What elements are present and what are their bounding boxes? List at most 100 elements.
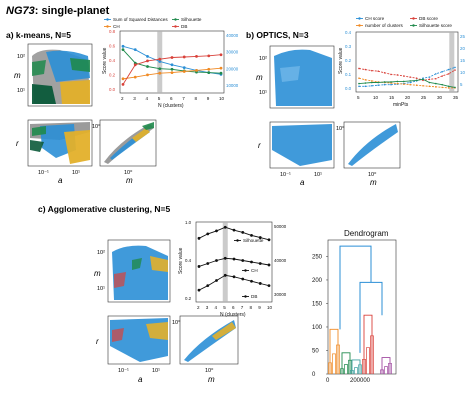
legend-label: Sum of Squared Distances bbox=[113, 17, 168, 22]
data-point bbox=[364, 79, 367, 81]
y-tick-label-right: 40000 bbox=[226, 33, 239, 38]
series-line bbox=[358, 77, 455, 89]
x-tick-label: 0 bbox=[326, 378, 330, 384]
panel-c-xtick-a1: 10⁻¹ bbox=[118, 368, 129, 374]
highlight-band bbox=[449, 32, 455, 92]
data-point bbox=[258, 282, 262, 285]
x-tick-label: 2 bbox=[121, 96, 124, 101]
leaf-link bbox=[362, 358, 366, 374]
data-point bbox=[215, 279, 218, 282]
x-axis-label: N (clusters) bbox=[158, 103, 184, 109]
y-tick-label-left: 0.2 bbox=[345, 58, 352, 63]
data-point bbox=[121, 48, 125, 52]
leaf-link bbox=[370, 335, 374, 374]
figure-title-rest: : single-planet bbox=[35, 5, 110, 17]
legend-marker bbox=[412, 24, 415, 27]
panel-a-xlabel-m: m bbox=[126, 176, 133, 185]
panel-c-xtick-m: 10⁰ bbox=[205, 367, 214, 374]
x-tick-label: 9 bbox=[258, 305, 261, 310]
data-point bbox=[206, 262, 210, 265]
data-point bbox=[447, 87, 450, 89]
data-point bbox=[121, 77, 125, 81]
data-point bbox=[428, 85, 431, 88]
y-tick-label-left: 1.0 bbox=[185, 220, 192, 225]
dendrogram-cluster bbox=[340, 352, 352, 374]
data-point bbox=[371, 69, 373, 72]
legend-label: CH bbox=[251, 268, 258, 273]
data-point bbox=[223, 256, 227, 260]
panel-a-ytick-top: 10² bbox=[17, 54, 25, 60]
x-tick-label: 10 bbox=[267, 305, 273, 310]
data-point bbox=[447, 85, 450, 88]
y-tick-label-left: 0.3 bbox=[345, 44, 352, 49]
data-point bbox=[435, 86, 437, 88]
data-point bbox=[182, 70, 186, 73]
legend-marker bbox=[244, 295, 247, 298]
plot-frame bbox=[119, 30, 225, 94]
data-point bbox=[441, 70, 444, 73]
y-tick-label: 250 bbox=[312, 254, 323, 260]
dendrogram-cluster bbox=[350, 359, 362, 374]
data-point bbox=[133, 63, 137, 67]
y-tick-label-left: 0.4 bbox=[185, 258, 192, 263]
x-tick-label: 10 bbox=[373, 95, 379, 100]
x-tick-label: 8 bbox=[250, 305, 253, 310]
x-axis-label: N (clusters) bbox=[220, 312, 246, 318]
panel-b-ytick-top: 10² bbox=[259, 56, 267, 62]
data-point bbox=[146, 55, 149, 58]
data-point bbox=[121, 83, 125, 86]
x-tick-label: 6 bbox=[232, 305, 235, 310]
data-point bbox=[447, 68, 450, 71]
data-point bbox=[207, 71, 211, 75]
legend-label: DB bbox=[251, 294, 257, 299]
data-point bbox=[232, 228, 236, 232]
plot-frame bbox=[355, 31, 459, 93]
y-tick-label-right: 30000 bbox=[274, 292, 287, 297]
data-point bbox=[371, 81, 373, 84]
data-point bbox=[219, 66, 223, 70]
x-tick-label: 3 bbox=[206, 305, 209, 310]
x-tick-label: 2 bbox=[197, 305, 200, 310]
data-point bbox=[409, 80, 412, 82]
x-tick-label: 20 bbox=[405, 95, 411, 100]
data-point bbox=[250, 279, 253, 283]
panel-b-scatter-rm: 10⁰ 10⁰ m bbox=[336, 121, 401, 187]
panel-b-xtick-a2: 10¹ bbox=[314, 172, 322, 178]
data-point bbox=[435, 77, 437, 80]
data-point bbox=[223, 273, 227, 277]
leaf-link bbox=[344, 364, 348, 374]
data-point bbox=[158, 67, 162, 71]
data-point bbox=[207, 67, 211, 71]
data-point bbox=[197, 288, 201, 292]
data-point bbox=[158, 57, 162, 61]
cluster-link bbox=[363, 314, 373, 374]
data-point bbox=[232, 257, 236, 261]
data-point bbox=[197, 236, 201, 240]
data-point bbox=[195, 55, 198, 58]
data-point bbox=[435, 73, 437, 75]
panel-c-ytick-top: 10² bbox=[97, 250, 105, 256]
x-tick-label: 15 bbox=[389, 95, 395, 100]
panel-a-title: a) k-means, N=5 bbox=[6, 30, 71, 40]
panel-a-xlabel-a: a bbox=[58, 176, 63, 185]
panel-b-xlabel-a: a bbox=[300, 178, 305, 187]
panel-a-scatter-rm: 10⁰ 10⁰ m bbox=[92, 119, 157, 185]
legend-label: CH score bbox=[365, 16, 385, 21]
data-point bbox=[250, 260, 253, 264]
legend-marker bbox=[174, 18, 177, 21]
data-point bbox=[232, 275, 236, 279]
dendrogram-title: Dendrogram bbox=[344, 229, 389, 238]
data-point bbox=[441, 83, 444, 86]
data-point bbox=[415, 79, 418, 82]
data-point bbox=[441, 86, 444, 89]
data-point bbox=[215, 229, 218, 233]
cluster-link bbox=[351, 359, 361, 374]
x-tick-label: 4 bbox=[146, 96, 149, 101]
leaf-link bbox=[380, 369, 384, 374]
data-point bbox=[454, 86, 456, 89]
legend-marker bbox=[106, 18, 109, 21]
data-point bbox=[428, 81, 431, 84]
leaf-link bbox=[348, 359, 352, 374]
data-point bbox=[390, 83, 392, 86]
